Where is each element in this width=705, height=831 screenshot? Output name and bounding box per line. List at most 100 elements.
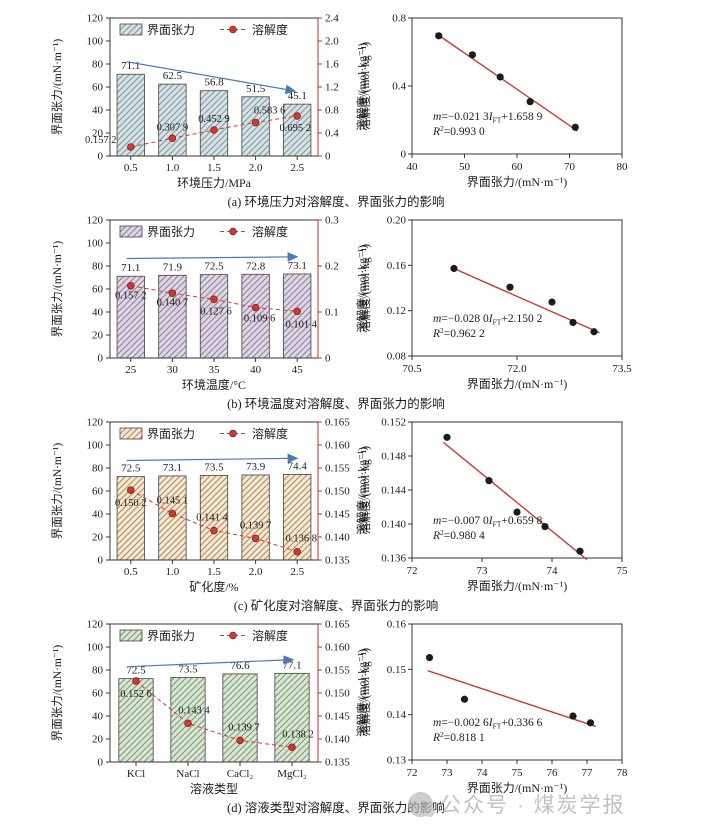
svg-text:73.5: 73.5 [178, 663, 198, 675]
svg-text:0.160: 0.160 [325, 642, 350, 654]
svg-text:0.140: 0.140 [325, 532, 350, 544]
svg-text:溶解度/(mol·kg⁻¹): 溶解度/(mol·kg⁻¹) [355, 245, 369, 333]
svg-text:80: 80 [92, 665, 104, 677]
svg-text:MgCl₂: MgCl₂ [277, 768, 307, 780]
svg-text:界面张力: 界面张力 [147, 427, 195, 441]
svg-text:溶解度/(mol·kg⁻¹): 溶解度/(mol·kg⁻¹) [358, 446, 372, 534]
svg-text:62.5: 62.5 [163, 70, 183, 82]
pressure-bar-line-chart: 71.10.562.51.056.81.551.52.045.12.502040… [51, 13, 369, 191]
svg-text:73.1: 73.1 [288, 260, 307, 272]
svg-text:CaCl₂: CaCl₂ [227, 768, 254, 780]
svg-text:界面张力: 界面张力 [147, 629, 195, 643]
svg-text:70: 70 [564, 161, 576, 173]
svg-text:0.140: 0.140 [325, 734, 350, 746]
svg-text:120: 120 [87, 619, 104, 631]
svg-text:100: 100 [87, 238, 104, 250]
svg-text:溶解度: 溶解度 [252, 628, 288, 643]
svg-text:0.20: 0.20 [387, 215, 407, 227]
solution-type-scatter-chart: 72 73 74 75 76 77 78 0.13 0.14 0.15 0.16 m=−0.002 6… [358, 619, 628, 796]
svg-text:72.5: 72.5 [126, 665, 146, 677]
svg-text:1.2: 1.2 [325, 82, 339, 94]
temperature-bar-line-chart: 71.1 25 71.9 30 72.5 35 72.8 40 73.1 45 0 20 40 60 80 1… [51, 215, 369, 393]
svg-text:界面张力: 界面张力 [147, 225, 195, 239]
svg-text:74.4: 74.4 [288, 460, 308, 472]
svg-text:73.5: 73.5 [204, 461, 224, 473]
svg-text:0.139 7: 0.139 7 [240, 520, 272, 531]
svg-text:0: 0 [98, 555, 104, 567]
svg-text:R2=0.962 2: R2=0.962 2 [432, 326, 485, 340]
svg-text:40: 40 [92, 711, 104, 723]
panel-row-b: 71.1 25 71.9 30 72.5 35 72.8 40 73.1 45 0 20 40 60 80 1… [46, 210, 705, 412]
svg-text:73.5: 73.5 [612, 363, 632, 375]
svg-text:2.0: 2.0 [249, 162, 263, 174]
svg-text:0.143 4: 0.143 4 [178, 705, 210, 716]
svg-text:73: 73 [442, 767, 454, 779]
svg-text:1.6: 1.6 [325, 59, 339, 71]
panel-b-caption: (b) 环境温度对溶解度、界面张力的影响 [227, 397, 445, 411]
svg-text:0.138 2: 0.138 2 [282, 729, 314, 740]
svg-text:72: 72 [407, 565, 418, 577]
svg-text:溶解度: 溶解度 [252, 224, 288, 239]
svg-text:20: 20 [92, 532, 104, 544]
svg-text:溶解度: 溶解度 [252, 426, 288, 441]
svg-text:0.148: 0.148 [381, 451, 406, 463]
svg-text:0.140: 0.140 [381, 519, 406, 531]
svg-text:100: 100 [87, 642, 104, 654]
svg-text:20: 20 [92, 330, 104, 342]
svg-text:40: 40 [92, 105, 104, 117]
svg-text:0.136: 0.136 [381, 553, 406, 565]
svg-text:72.5: 72.5 [204, 261, 224, 273]
svg-text:60: 60 [92, 486, 104, 498]
svg-text:80: 80 [617, 161, 629, 173]
svg-text:0.150: 0.150 [325, 688, 350, 700]
svg-text:溶解度/(mol·kg⁻¹): 溶解度/(mol·kg⁻¹) [358, 648, 372, 736]
panel-row-a: 71.1 0.5 62.5 1.0 56.8 1.5 51.5 2.0 45.1 2.5 0 20 40… [46, 8, 705, 210]
svg-text:71.1: 71.1 [121, 262, 140, 274]
svg-text:0.145 1: 0.145 1 [157, 496, 189, 507]
svg-text:56.8: 56.8 [204, 77, 224, 89]
svg-text:73: 73 [477, 565, 489, 577]
svg-text:74: 74 [547, 565, 559, 577]
svg-text:0.144: 0.144 [381, 485, 406, 497]
svg-text:R2=0.980 4: R2=0.980 4 [432, 528, 485, 542]
svg-text:界面张力/(mN·m⁻¹): 界面张力/(mN·m⁻¹) [51, 39, 64, 136]
svg-text:0.157 2: 0.157 2 [85, 135, 117, 146]
svg-text:0.08: 0.08 [387, 351, 407, 363]
svg-text:72.0: 72.0 [507, 363, 527, 375]
svg-text:m=−0.007 0IFT+0.659 8: m=−0.007 0IFT+0.659 8 [433, 515, 543, 529]
svg-text:0.150 2: 0.150 2 [115, 498, 147, 509]
svg-text:0: 0 [98, 353, 104, 365]
svg-text:界面张力/(mN·m⁻¹): 界面张力/(mN·m⁻¹) [467, 175, 568, 189]
svg-text:0.165: 0.165 [325, 417, 350, 429]
svg-text:60: 60 [512, 161, 524, 173]
panel-d-charts: 72.5 KCl 73.5 NaCl 76.6 CaCl₂ 77.1 MgCl₂ 0 20 40 60… [46, 614, 705, 800]
svg-text:1.0: 1.0 [166, 566, 180, 578]
svg-text:界面张力/(mN·m⁻¹): 界面张力/(mN·m⁻¹) [51, 443, 64, 540]
svg-text:120: 120 [87, 417, 104, 429]
panel-row-c: 72.5 0.5 73.1 1.0 73.5 1.5 73.9 2.0 74.4 2.5 0 20 40… [46, 412, 705, 614]
svg-text:100: 100 [87, 440, 104, 452]
svg-text:0.165: 0.165 [325, 619, 350, 631]
svg-text:R2=0.993 0: R2=0.993 0 [432, 124, 485, 138]
svg-text:80: 80 [92, 463, 104, 475]
svg-text:51.5: 51.5 [246, 83, 266, 95]
svg-text:0.14: 0.14 [387, 709, 407, 721]
svg-text:45.1: 45.1 [288, 90, 307, 102]
svg-text:界面张力/(mN·m⁻¹): 界面张力/(mN·m⁻¹) [51, 645, 64, 742]
svg-text:0.4: 0.4 [325, 128, 339, 140]
svg-text:溶解度/(mol·kg⁻¹): 溶解度/(mol·kg⁻¹) [358, 244, 372, 332]
svg-text:溶解度/(mol·kg⁻¹): 溶解度/(mol·kg⁻¹) [355, 649, 369, 737]
svg-text:74: 74 [477, 767, 489, 779]
svg-text:73.1: 73.1 [163, 462, 182, 474]
svg-text:72: 72 [407, 767, 418, 779]
svg-text:0.127 6: 0.127 6 [200, 306, 232, 317]
svg-text:0.135: 0.135 [325, 757, 350, 769]
svg-text:60: 60 [92, 82, 104, 94]
svg-text:0.1: 0.1 [325, 307, 339, 319]
svg-text:溶解度/(mol·kg⁻¹): 溶解度/(mol·kg⁻¹) [355, 43, 369, 131]
svg-text:72.5: 72.5 [121, 463, 141, 475]
svg-text:20: 20 [92, 128, 104, 140]
svg-text:76: 76 [547, 767, 559, 779]
svg-text:0: 0 [98, 151, 104, 163]
svg-text:0.152 6: 0.152 6 [120, 689, 152, 700]
